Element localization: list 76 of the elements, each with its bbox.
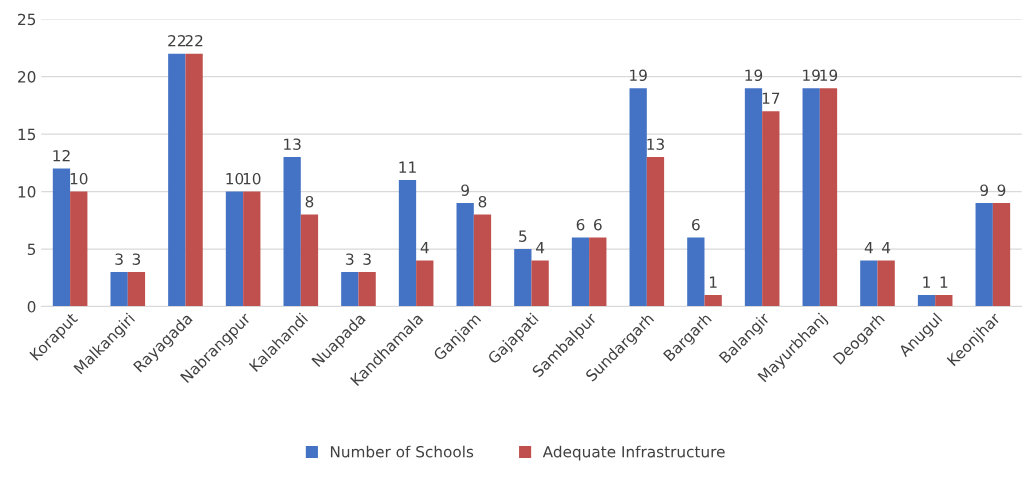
data-label: 9: [997, 184, 1006, 196]
legend-label: Adequate Infrastructure: [542, 445, 725, 461]
bar: [70, 191, 88, 307]
bar: [646, 157, 665, 307]
data-label: 5: [519, 230, 527, 242]
bar: [589, 237, 607, 307]
bar: [110, 272, 128, 307]
data-label: 6: [576, 218, 585, 231]
data-label: 6: [692, 218, 700, 231]
y-tick-label: 10: [18, 186, 36, 198]
bar: [819, 88, 838, 307]
data-label: 10: [226, 172, 244, 185]
bar: [473, 214, 492, 307]
y-tick-label: 25: [18, 13, 36, 26]
data-label: 13: [647, 138, 664, 150]
data-label: 12: [53, 149, 70, 162]
data-label: 17: [762, 92, 780, 104]
bar: [300, 214, 319, 307]
bar: [416, 260, 434, 307]
data-label: 1: [940, 276, 948, 288]
data-label: 4: [420, 242, 429, 254]
bar: [358, 272, 376, 307]
bar: [225, 191, 244, 307]
bar: [341, 272, 359, 307]
data-label: 3: [132, 253, 141, 265]
data-label: 4: [536, 242, 545, 254]
y-tick-label: 20: [18, 71, 36, 83]
bar: [762, 111, 780, 307]
data-label: 22: [168, 34, 185, 47]
bar: [456, 203, 474, 307]
data-label: 1: [709, 276, 717, 288]
data-label: 3: [346, 253, 354, 265]
data-label: 10: [243, 172, 261, 185]
bar: [992, 203, 1011, 307]
bar: [398, 180, 417, 307]
data-label: 13: [284, 138, 301, 150]
bar: [571, 237, 590, 307]
data-label: 9: [980, 184, 988, 196]
bar: [52, 168, 71, 307]
bar: [243, 191, 261, 307]
data-label: 4: [864, 242, 873, 254]
bar: [687, 237, 705, 307]
data-label: 19: [745, 69, 763, 82]
bar: [917, 295, 936, 307]
data-label: 4: [882, 242, 891, 254]
data-label: 19: [803, 69, 820, 82]
bar: [514, 249, 532, 307]
y-tick-label: 15: [18, 128, 36, 141]
data-label: 8: [305, 195, 314, 208]
y-tick-label: 0: [27, 301, 36, 313]
data-label: 3: [115, 253, 123, 265]
data-label: 6: [594, 218, 602, 231]
bar: [877, 260, 895, 307]
bar: [744, 88, 763, 307]
y-tick-label: 5: [27, 243, 36, 256]
bar: [975, 203, 993, 307]
data-label: 19: [630, 69, 647, 82]
legend-label: Number of Schools: [330, 445, 474, 458]
data-label: 8: [478, 195, 487, 208]
data-label: 1: [923, 276, 930, 288]
data-label: 11: [399, 161, 416, 173]
data-label: 22: [185, 34, 203, 47]
bar: [802, 88, 820, 307]
bar: [168, 53, 186, 307]
bar: [127, 272, 146, 307]
bar: [283, 157, 301, 307]
bar: [185, 53, 203, 307]
data-label: 19: [820, 69, 838, 82]
bar: [531, 260, 549, 307]
data-label: 9: [461, 184, 469, 196]
bar: [704, 295, 722, 307]
bar: [935, 295, 953, 307]
bar: [860, 260, 878, 307]
bar: [629, 88, 647, 307]
data-label: 3: [363, 253, 371, 265]
data-label: 10: [70, 172, 88, 185]
